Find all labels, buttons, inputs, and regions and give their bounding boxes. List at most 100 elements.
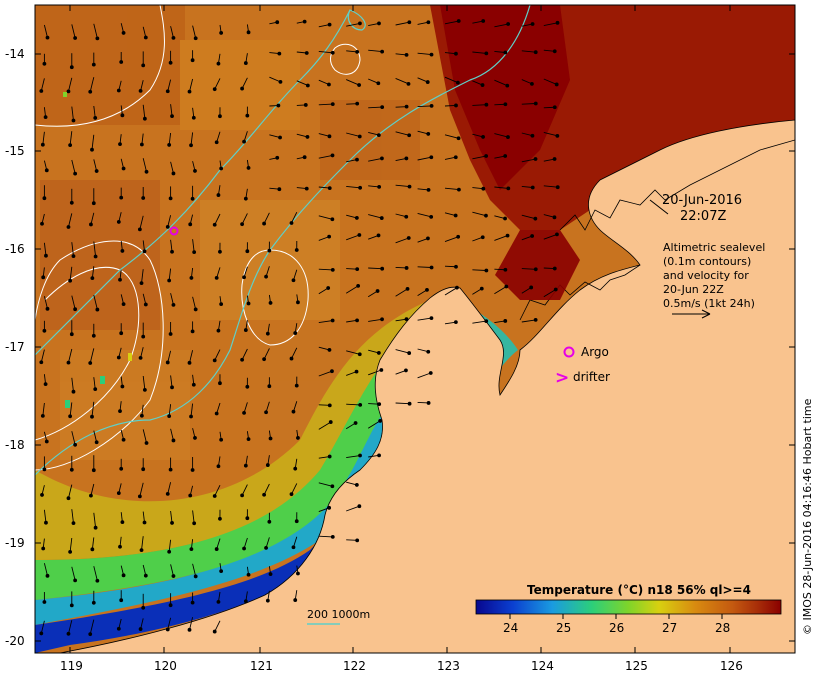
argo-label: Argo: [581, 345, 609, 359]
velocity-arrow-head: [377, 402, 382, 407]
colorbar-title: Temperature (°C) n18 56% ql>=4: [527, 583, 751, 597]
velocity-arrow-head: [91, 468, 96, 473]
velocity-arrow-head: [330, 484, 335, 489]
velocity-arrow: [494, 133, 509, 138]
velocity-arrow-head: [454, 103, 458, 108]
velocity-arrow-head: [190, 600, 195, 605]
velocity-arrow-head: [190, 58, 195, 63]
velocity-arrow-head: [268, 301, 273, 305]
velocity-arrow-head: [503, 319, 508, 323]
velocity-arrow-head: [168, 196, 173, 201]
leader-line: [649, 199, 669, 215]
velocity-arrow: [43, 563, 48, 576]
velocity-arrow-head: [93, 254, 98, 259]
velocity-arrow-head: [406, 236, 411, 240]
velocity-arrow-head: [165, 89, 170, 94]
velocity-arrow: [167, 79, 172, 92]
velocity-arrow: [346, 455, 361, 459]
velocity-arrow-head: [240, 357, 245, 362]
velocity-arrow: [318, 421, 331, 430]
image-date: 20-Jun-2016: [662, 193, 742, 208]
velocity-arrow-head: [425, 287, 429, 292]
velocity-arrow-head: [302, 19, 307, 24]
velocity-arrow-head: [40, 221, 44, 226]
velocity-arrow-head: [218, 381, 222, 386]
velocity-arrow-head: [264, 274, 268, 279]
velocity-arrow-head: [73, 171, 78, 176]
velocity-arrow: [68, 348, 73, 363]
velocity-arrow-head: [137, 227, 142, 232]
velocity-arrow: [141, 536, 144, 551]
velocity-arrow: [43, 24, 48, 38]
velocity-arrow-head: [355, 267, 360, 272]
velocity-arrow-head: [121, 166, 126, 171]
velocity-arrow: [417, 212, 432, 218]
velocity-arrow-head: [142, 116, 147, 121]
velocity-arrow: [89, 619, 95, 635]
velocity-arrow-head: [533, 216, 538, 221]
velocity-arrow-head: [143, 302, 148, 307]
velocity-arrow-head: [246, 572, 251, 577]
colorbar-tick-label: 27: [662, 621, 677, 635]
velocity-arrow-head: [171, 35, 176, 40]
velocity-arrow-head: [190, 329, 195, 334]
velocity-arrow-head: [552, 105, 557, 110]
velocity-arrow: [346, 79, 360, 86]
velocity-arrow-head: [506, 22, 511, 26]
velocity-arrow-head: [188, 222, 193, 227]
velocity-arrow-head: [454, 51, 458, 56]
velocity-arrow-head: [404, 214, 409, 219]
velocity-arrow-head: [69, 467, 74, 472]
velocity-arrow: [472, 104, 487, 106]
lat-tick-label: -20: [5, 634, 25, 648]
velocity-arrow: [269, 76, 281, 83]
velocity-arrow-head: [453, 320, 458, 325]
velocity-arrow-head: [193, 169, 197, 173]
velocity-arrow-head: [193, 307, 198, 312]
velocity-arrow-head: [327, 505, 332, 510]
velocity-arrow-head: [90, 147, 94, 152]
velocity-arrow-head: [189, 547, 194, 552]
velocity-arrow-head: [265, 331, 270, 336]
velocity-arrow-head: [455, 80, 460, 85]
velocity-arrow-head: [484, 213, 488, 218]
velocity-arrow-head: [267, 248, 272, 253]
lat-tick-label: -18: [5, 438, 25, 452]
lon-tick-label: 126: [720, 659, 743, 673]
lat-tick-label: -16: [5, 242, 25, 256]
velocity-arrow-head: [71, 254, 76, 258]
velocity-arrow: [395, 402, 410, 405]
velocity-arrow-head: [404, 368, 408, 373]
velocity-arrow-head: [358, 21, 362, 26]
velocity-arrow: [346, 185, 361, 189]
velocity-arrow: [521, 158, 536, 163]
velocity-arrow: [71, 242, 74, 257]
lon-tick-label: 120: [154, 659, 177, 673]
velocity-arrow-head: [144, 441, 149, 445]
velocity-arrow-head: [506, 135, 510, 139]
velocity-arrow: [241, 348, 248, 360]
velocity-arrow: [346, 234, 360, 241]
axes: -14 -15 -16 -17 -18 -19 -20 119 120 121 122 123 124 1…: [5, 5, 795, 673]
velocity-arrow: [395, 349, 410, 354]
velocity-arrow-head: [555, 20, 560, 25]
velocity-arrow: [43, 242, 47, 256]
velocity-arrow-head: [218, 249, 222, 254]
sst-pixel: [65, 400, 70, 408]
velocity-arrow-head: [355, 318, 359, 323]
velocity-arrow-head: [358, 402, 363, 407]
velocity-arrow-head: [120, 384, 125, 389]
velocity-arrow: [43, 296, 48, 309]
velocity-arrow-head: [121, 302, 126, 307]
velocity-arrow-head: [305, 135, 310, 139]
velocity-arrow-head: [40, 142, 45, 147]
velocity-arrow-head: [88, 89, 93, 94]
velocity-arrow: [318, 103, 333, 106]
velocity-arrow: [91, 537, 95, 550]
velocity-arrow-head: [429, 316, 434, 321]
velocity-arrow-head: [296, 436, 300, 440]
velocity-arrow-head: [142, 387, 147, 392]
velocity-arrow-head: [214, 547, 219, 551]
velocity-arrow-head: [245, 113, 250, 118]
velocity-arrow-head: [44, 253, 48, 258]
